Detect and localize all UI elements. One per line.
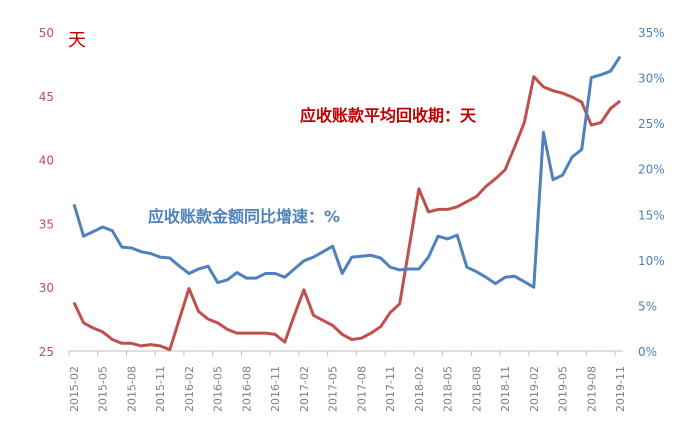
- left-axis-ticks: 25 30 35 40 45 50: [39, 26, 54, 359]
- x-tick-label: 2017-02: [298, 366, 311, 412]
- right-tick-label: 0%: [638, 345, 657, 359]
- series-label-collection-period: 应收账款平均回收期：天: [300, 106, 477, 125]
- x-tick-label: 2019-05: [557, 366, 570, 412]
- x-tick-label: 2017-11: [384, 366, 397, 412]
- x-tick-label: 2018-11: [499, 366, 512, 412]
- x-tick-label: 2018-02: [413, 366, 426, 412]
- x-axis-ticks: 2015-02 2015-05 2015-08 2015-11 2016-02 2016-…: [68, 351, 627, 412]
- x-tick-label: 2017-08: [355, 366, 368, 412]
- left-tick-label: 40: [39, 154, 54, 168]
- left-tick-label: 30: [39, 281, 54, 295]
- right-tick-label: 35%: [638, 26, 665, 40]
- left-axis-unit: 天: [68, 30, 86, 51]
- right-tick-label: 15%: [638, 208, 665, 222]
- right-axis-ticks: 0% 5% 10% 15% 20% 25% 30% 35%: [638, 26, 665, 359]
- receivables-growth-line: [72, 55, 622, 289]
- collection-period-line: [72, 75, 622, 352]
- right-tick-label: 5%: [638, 299, 657, 313]
- x-tick-label: 2017-05: [327, 366, 340, 412]
- x-tick-label: 2015-05: [97, 366, 110, 412]
- left-tick-label: 35: [39, 217, 54, 231]
- x-tick-label: 2018-08: [470, 366, 483, 412]
- x-tick-label: 2016-02: [183, 366, 196, 412]
- x-tick-label: 2018-05: [442, 366, 455, 412]
- x-tick-label: 2019-02: [528, 366, 541, 412]
- right-tick-label: 30%: [638, 72, 665, 86]
- x-tick-label: 2016-05: [212, 366, 225, 412]
- left-tick-label: 25: [39, 345, 54, 359]
- x-tick-label: 2016-08: [240, 366, 253, 412]
- x-tick-label: 2015-08: [125, 366, 138, 412]
- x-tick-label: 2019-11: [614, 366, 627, 412]
- right-tick-label: 10%: [638, 254, 665, 268]
- left-tick-label: 50: [39, 26, 54, 40]
- x-tick-label: 2019-08: [585, 366, 598, 412]
- left-tick-label: 45: [39, 90, 54, 104]
- series-label-receivables-growth: 应收账款金额同比增速：%: [148, 207, 340, 226]
- x-tick-label: 2015-11: [154, 366, 167, 412]
- x-tick-label: 2015-02: [68, 366, 81, 412]
- x-tick-label: 2016-11: [269, 366, 282, 412]
- right-tick-label: 20%: [638, 163, 665, 177]
- right-tick-label: 25%: [638, 117, 665, 131]
